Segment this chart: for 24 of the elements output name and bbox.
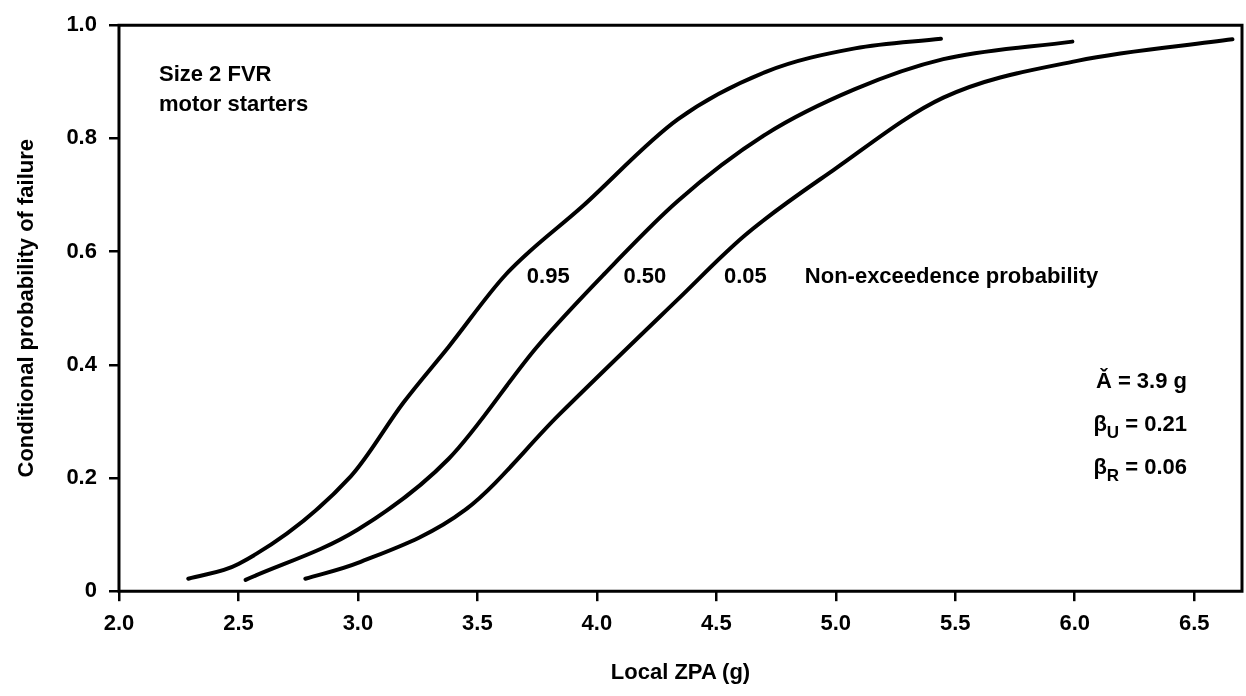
x-tick-label: 2.0 [103,610,135,636]
series-label: 0.95 [526,262,570,288]
x-tick-label: 4.0 [581,610,613,636]
x-tick-label: 5.5 [939,610,971,636]
x-tick-label: 3.5 [462,610,493,636]
series-label: 0.05 [723,262,767,288]
series-label: 0.50 [623,262,667,288]
x-tick-label: 5.0 [820,610,852,636]
annotation: Size 2 FVR motor starters [158,61,309,117]
y-tick-label: 0.6 [66,237,97,263]
annotation: Ǎ = 3.9 g [1095,367,1187,393]
y-tick-label: 0.4 [66,350,98,376]
y-tick-label: 1.0 [66,11,97,37]
x-tick-label: 3.0 [342,610,374,636]
x-axis-title: Local ZPA (g) [610,658,751,684]
x-tick-label: 2.5 [223,610,254,636]
x-tick-label: 4.5 [701,610,732,636]
annotation: Non-exceedence probability [804,262,1099,288]
x-tick-label: 6.5 [1178,610,1210,636]
y-tick-label: 0.8 [66,124,97,150]
y-tick-label: 0.2 [66,464,97,490]
y-axis-title: Conditional probability of failure [13,138,39,478]
y-tick-label: 0 [84,577,97,603]
x-tick-label: 6.0 [1059,610,1091,636]
